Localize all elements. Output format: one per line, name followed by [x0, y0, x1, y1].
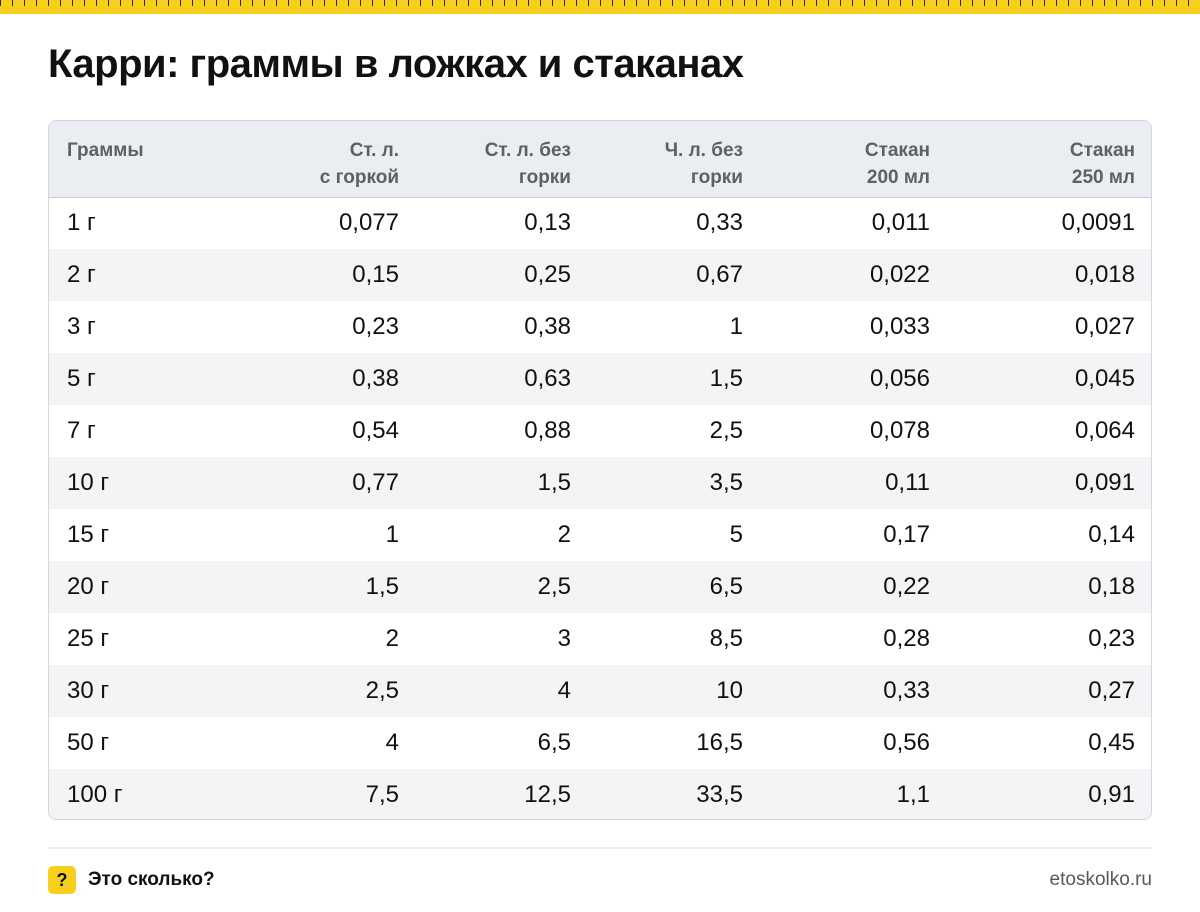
value-cell: 12,5 [524, 781, 571, 808]
value-cell: 2 [385, 625, 399, 652]
value-cell: 0,33 [883, 677, 930, 704]
value-cell: 2 [557, 521, 571, 548]
value-cell: 0,091 [1074, 469, 1135, 496]
value-cell: 16,5 [696, 729, 743, 756]
value-cell: 4 [557, 677, 571, 704]
value-cell: 7,5 [365, 781, 399, 808]
value-cell: 1 [729, 313, 743, 340]
column-header-tbsp-level: Ст. л. без горки [484, 140, 571, 188]
value-cell: 0,67 [696, 261, 743, 288]
value-cell: 0,078 [869, 417, 930, 444]
value-cell: 1,5 [709, 365, 743, 392]
grams-cell: 7 г [67, 417, 96, 444]
page-title: Карри: граммы в ложках и стаканах [48, 42, 744, 86]
value-cell: 0,064 [1074, 417, 1135, 444]
table-row: 50 г 4 6,5 16,5 0,56 0,45 [49, 717, 1151, 769]
value-cell: 0,045 [1074, 365, 1135, 392]
value-cell: 0,077 [338, 209, 399, 237]
grams-cell: 1 г [67, 209, 96, 237]
table-row: 7 г 0,54 0,88 2,5 0,078 0,064 [49, 405, 1151, 457]
value-cell: 10 [716, 677, 743, 704]
value-cell: 2,5 [709, 417, 743, 444]
value-cell: 0,25 [524, 261, 571, 288]
value-cell: 0,91 [1088, 781, 1135, 808]
table-row: 30 г 2,5 4 10 0,33 0,27 [49, 665, 1151, 717]
value-cell: 6,5 [537, 729, 571, 756]
grams-cell: 25 г [67, 625, 110, 652]
table-row: 25 г 2 3 8,5 0,28 0,23 [49, 613, 1151, 665]
value-cell: 0,54 [352, 417, 399, 444]
value-cell: 0,27 [1088, 677, 1135, 704]
grams-cell: 30 г [67, 677, 110, 704]
value-cell: 0,033 [869, 313, 930, 340]
table-row: 1 г 0,077 0,13 0,33 0,011 0,0091 [49, 197, 1151, 249]
value-cell: 1,1 [896, 781, 930, 808]
value-cell: 0,33 [696, 209, 743, 237]
ruler-strip [0, 0, 1200, 14]
column-header-tsp-level: Ч. л. без горки [664, 140, 743, 188]
grams-cell: 5 г [67, 365, 96, 392]
value-cell: 0,022 [869, 261, 930, 288]
value-cell: 1 [385, 521, 399, 548]
value-cell: 0,13 [524, 209, 571, 237]
table-row: 5 г 0,38 0,63 1,5 0,056 0,045 [49, 353, 1151, 405]
brand-name: Это сколько? [88, 869, 215, 890]
value-cell: 4 [385, 729, 399, 756]
table-row: 20 г 1,5 2,5 6,5 0,22 0,18 [49, 561, 1151, 613]
value-cell: 0,11 [885, 469, 930, 496]
value-cell: 0,23 [352, 313, 399, 340]
value-cell: 0,17 [883, 521, 930, 548]
value-cell: 2,5 [365, 677, 399, 704]
site-link[interactable]: etoskolko.ru [1049, 869, 1152, 890]
table-row: 15 г 1 2 5 0,17 0,14 [49, 509, 1151, 561]
column-header-cup-200: Стакан 200 мл [864, 140, 930, 188]
column-header-grams: Граммы [67, 140, 144, 161]
value-cell: 1,5 [365, 573, 399, 600]
grams-cell: 10 г [67, 469, 110, 496]
table-row: 10 г 0,77 1,5 3,5 0,11 0,091 [49, 457, 1151, 509]
value-cell: 5 [729, 521, 743, 548]
value-cell: 0,63 [524, 365, 571, 392]
value-cell: 0,14 [1088, 521, 1135, 548]
value-cell: 0,88 [524, 417, 571, 444]
conversion-table: Граммы Ст. л. с горкой Ст. л. без горки … [48, 120, 1152, 820]
value-cell: 0,0091 [1061, 209, 1135, 237]
value-cell: 0,38 [352, 365, 399, 392]
value-cell: 0,18 [1088, 573, 1135, 600]
value-cell: 0,056 [869, 365, 930, 392]
value-cell: 0,15 [352, 261, 399, 288]
value-cell: 3 [557, 625, 571, 652]
value-cell: 1,5 [537, 469, 571, 496]
grams-cell: 100 г [67, 781, 123, 808]
column-header-cup-250: Стакан 250 мл [1069, 140, 1135, 188]
grams-cell: 50 г [67, 729, 110, 756]
table-row: 100 г 7,5 12,5 33,5 1,1 0,91 [49, 769, 1151, 819]
value-cell: 0,45 [1088, 729, 1135, 756]
value-cell: 33,5 [696, 781, 743, 808]
value-cell: 0,018 [1074, 261, 1135, 288]
value-cell: 0,23 [1088, 625, 1135, 652]
value-cell: 0,77 [352, 469, 399, 496]
value-cell: 6,5 [709, 573, 743, 600]
table-row: 2 г 0,15 0,25 0,67 0,022 0,018 [49, 249, 1151, 301]
value-cell: 8,5 [709, 625, 743, 652]
grams-cell: 3 г [67, 313, 96, 340]
value-cell: 0,28 [883, 625, 930, 652]
grams-cell: 20 г [67, 573, 110, 600]
table-row: 3 г 0,23 0,38 1 0,033 0,027 [49, 301, 1151, 353]
table-header-row: Граммы Ст. л. с горкой Ст. л. без горки … [49, 121, 1151, 197]
footer-divider [48, 847, 1152, 849]
value-cell: 0,011 [871, 209, 930, 237]
brand-logo-icon: ? [48, 866, 76, 894]
value-cell: 3,5 [709, 469, 743, 496]
value-cell: 0,027 [1074, 313, 1135, 340]
value-cell: 0,22 [883, 573, 930, 600]
grams-cell: 15 г [67, 521, 110, 548]
value-cell: 0,38 [524, 313, 571, 340]
grams-cell: 2 г [67, 261, 96, 288]
column-header-tbsp-heaped: Ст. л. с горкой [319, 140, 399, 188]
value-cell: 0,56 [883, 729, 930, 756]
value-cell: 2,5 [537, 573, 571, 600]
